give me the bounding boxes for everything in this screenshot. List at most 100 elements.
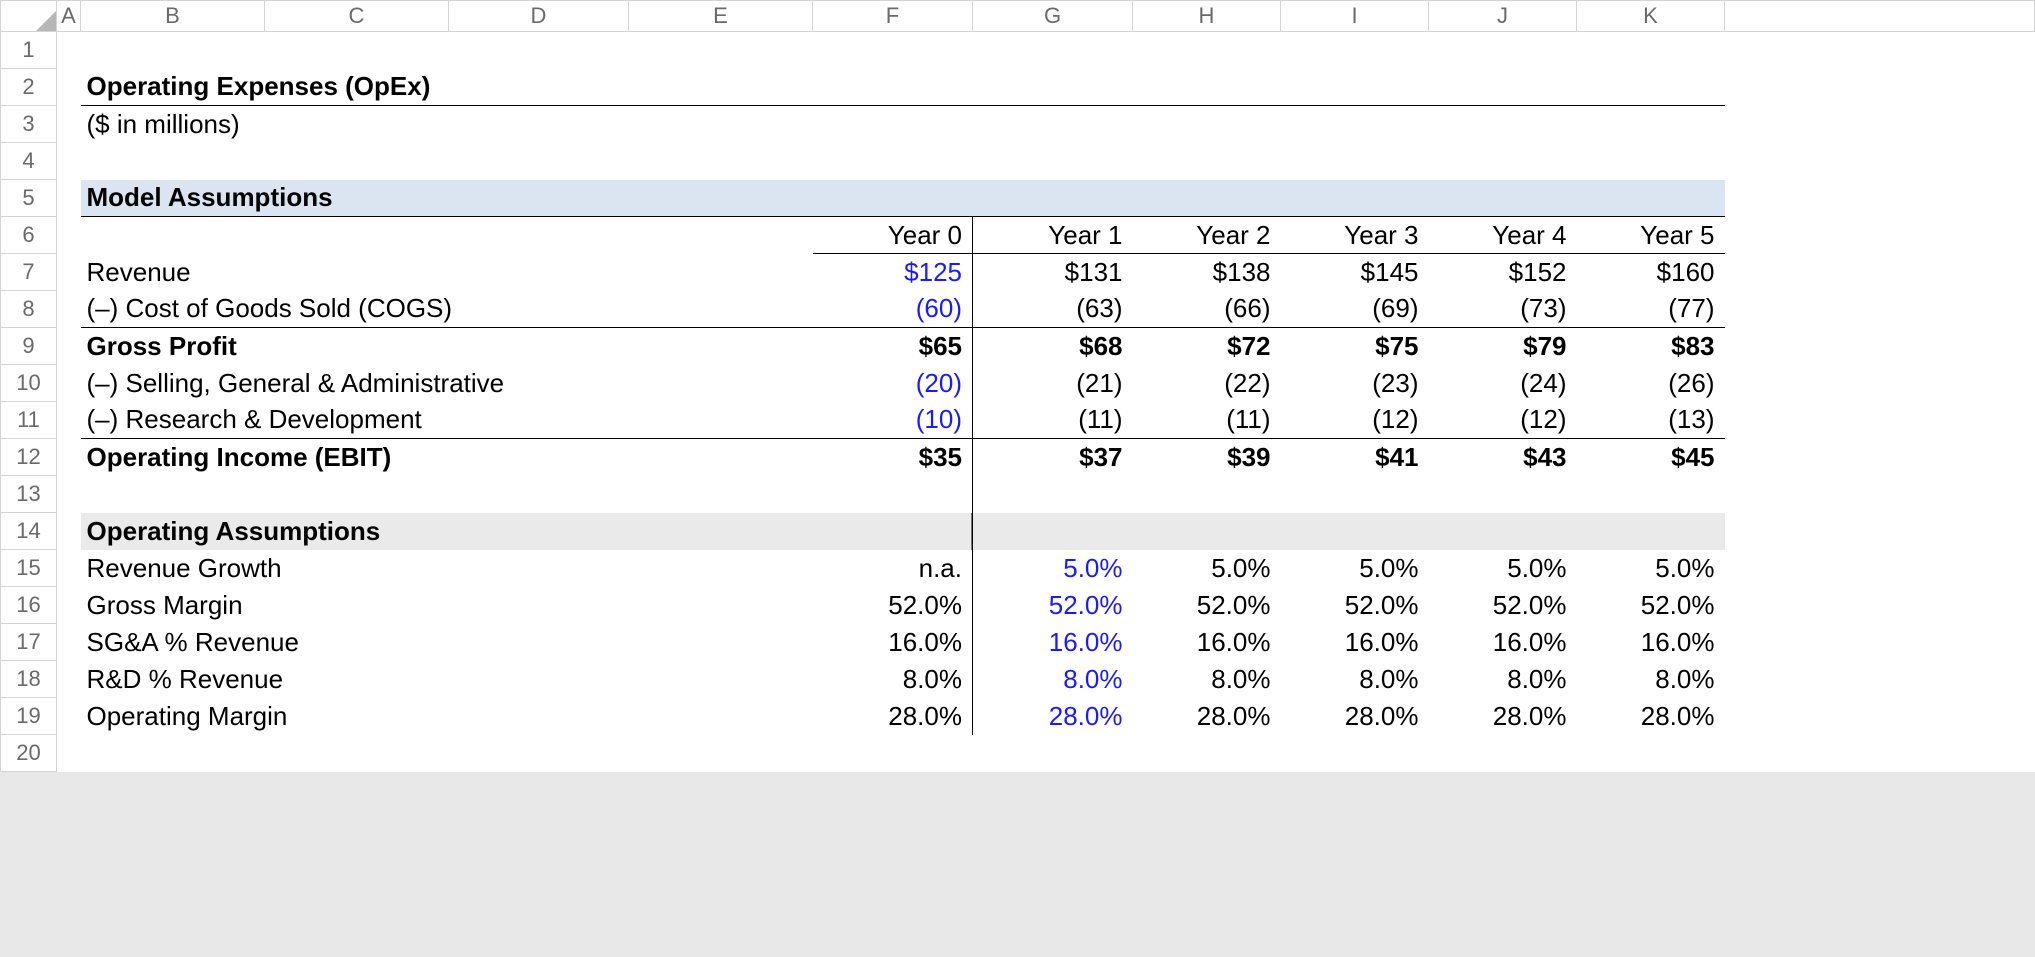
rnd-y1[interactable]: (11) [973,402,1133,439]
sga-y0[interactable]: (20) [813,365,973,402]
ebit-label[interactable]: Operating Income (EBIT) [81,439,813,476]
col-header-A[interactable]: A [57,1,81,32]
row-header-8[interactable]: 8 [1,291,57,328]
revg-label[interactable]: Revenue Growth [81,550,813,587]
row-header-20[interactable]: 20 [1,735,57,772]
rnd-y2[interactable]: (11) [1133,402,1281,439]
revg-y2[interactable]: 5.0% [1133,550,1281,587]
col-header-B[interactable]: B [81,1,265,32]
row-header-1[interactable]: 1 [1,32,57,69]
gm-y0[interactable]: 52.0% [813,587,973,624]
rndp-y0[interactable]: 8.0% [813,661,973,698]
gross-y2[interactable]: $72 [1133,328,1281,365]
gm-label[interactable]: Gross Margin [81,587,813,624]
rnd-y4[interactable]: (12) [1429,402,1577,439]
revg-y0[interactable]: n.a. [813,550,973,587]
revenue-y0[interactable]: $125 [813,254,973,291]
row-header-11[interactable]: 11 [1,402,57,439]
cogs-y1[interactable]: (63) [973,291,1133,328]
sgap-y0[interactable]: 16.0% [813,624,973,661]
sga-label[interactable]: (–) Selling, General & Administrative [81,365,813,402]
sgap-y2[interactable]: 16.0% [1133,624,1281,661]
rndp-y4[interactable]: 8.0% [1429,661,1577,698]
rnd-y3[interactable]: (12) [1281,402,1429,439]
year3-header[interactable]: Year 3 [1281,217,1429,254]
rnd-y5[interactable]: (13) [1577,402,1725,439]
gm-y4[interactable]: 52.0% [1429,587,1577,624]
om-y1[interactable]: 28.0% [973,698,1133,735]
col-header-C[interactable]: C [265,1,449,32]
sga-y4[interactable]: (24) [1429,365,1577,402]
gm-y1[interactable]: 52.0% [973,587,1133,624]
rndp-label[interactable]: R&D % Revenue [81,661,813,698]
cogs-y5[interactable]: (77) [1577,291,1725,328]
rnd-y0[interactable]: (10) [813,402,973,439]
row-header-2[interactable]: 2 [1,69,57,106]
sgap-y5[interactable]: 16.0% [1577,624,1725,661]
ebit-y4[interactable]: $43 [1429,439,1577,476]
om-label[interactable]: Operating Margin [81,698,813,735]
section-model-assumptions[interactable]: Model Assumptions [81,180,1725,217]
row-header-13[interactable]: 13 [1,476,57,513]
col-header-K[interactable]: K [1577,1,1725,32]
sga-y5[interactable]: (26) [1577,365,1725,402]
cogs-y2[interactable]: (66) [1133,291,1281,328]
row-header-12[interactable]: 12 [1,439,57,476]
row-header-14[interactable]: 14 [1,513,57,550]
row-header-15[interactable]: 15 [1,550,57,587]
rndp-y1[interactable]: 8.0% [973,661,1133,698]
year5-header[interactable]: Year 5 [1577,217,1725,254]
grid[interactable]: A B C D E F G H I J K 1 2 Operating Expe… [0,0,2035,772]
revenue-y2[interactable]: $138 [1133,254,1281,291]
sgap-y1[interactable]: 16.0% [973,624,1133,661]
gross-y5[interactable]: $83 [1577,328,1725,365]
year4-header[interactable]: Year 4 [1429,217,1577,254]
om-y4[interactable]: 28.0% [1429,698,1577,735]
row-header-7[interactable]: 7 [1,254,57,291]
revg-y5[interactable]: 5.0% [1577,550,1725,587]
row-header-19[interactable]: 19 [1,698,57,735]
sgap-y4[interactable]: 16.0% [1429,624,1577,661]
om-y3[interactable]: 28.0% [1281,698,1429,735]
sgap-y3[interactable]: 16.0% [1281,624,1429,661]
col-header-I[interactable]: I [1281,1,1429,32]
col-header-E[interactable]: E [629,1,813,32]
rndp-y2[interactable]: 8.0% [1133,661,1281,698]
row-header-17[interactable]: 17 [1,624,57,661]
cogs-y0[interactable]: (60) [813,291,973,328]
cogs-y3[interactable]: (69) [1281,291,1429,328]
revenue-y3[interactable]: $145 [1281,254,1429,291]
col-header-F[interactable]: F [813,1,973,32]
revenue-label[interactable]: Revenue [81,254,813,291]
rnd-label[interactable]: (–) Research & Development [81,402,813,439]
sga-y1[interactable]: (21) [973,365,1133,402]
revenue-y1[interactable]: $131 [973,254,1133,291]
gross-y0[interactable]: $65 [813,328,973,365]
year2-header[interactable]: Year 2 [1133,217,1281,254]
row-header-5[interactable]: 5 [1,180,57,217]
revg-y4[interactable]: 5.0% [1429,550,1577,587]
revenue-y4[interactable]: $152 [1429,254,1577,291]
gross-y3[interactable]: $75 [1281,328,1429,365]
sgap-label[interactable]: SG&A % Revenue [81,624,813,661]
row-header-18[interactable]: 18 [1,661,57,698]
row-header-9[interactable]: 9 [1,328,57,365]
select-all-corner[interactable] [1,1,57,32]
om-y0[interactable]: 28.0% [813,698,973,735]
row-header-4[interactable]: 4 [1,143,57,180]
col-header-D[interactable]: D [449,1,629,32]
gross-y4[interactable]: $79 [1429,328,1577,365]
om-y5[interactable]: 28.0% [1577,698,1725,735]
title-cell[interactable]: Operating Expenses (OpEx) [81,69,1725,106]
row-header-10[interactable]: 10 [1,365,57,402]
col-header-H[interactable]: H [1133,1,1281,32]
row-header-6[interactable]: 6 [1,217,57,254]
revg-y3[interactable]: 5.0% [1281,550,1429,587]
ebit-y2[interactable]: $39 [1133,439,1281,476]
row-header-3[interactable]: 3 [1,106,57,143]
cogs-y4[interactable]: (73) [1429,291,1577,328]
rndp-y5[interactable]: 8.0% [1577,661,1725,698]
gm-y3[interactable]: 52.0% [1281,587,1429,624]
ebit-y1[interactable]: $37 [973,439,1133,476]
om-y2[interactable]: 28.0% [1133,698,1281,735]
